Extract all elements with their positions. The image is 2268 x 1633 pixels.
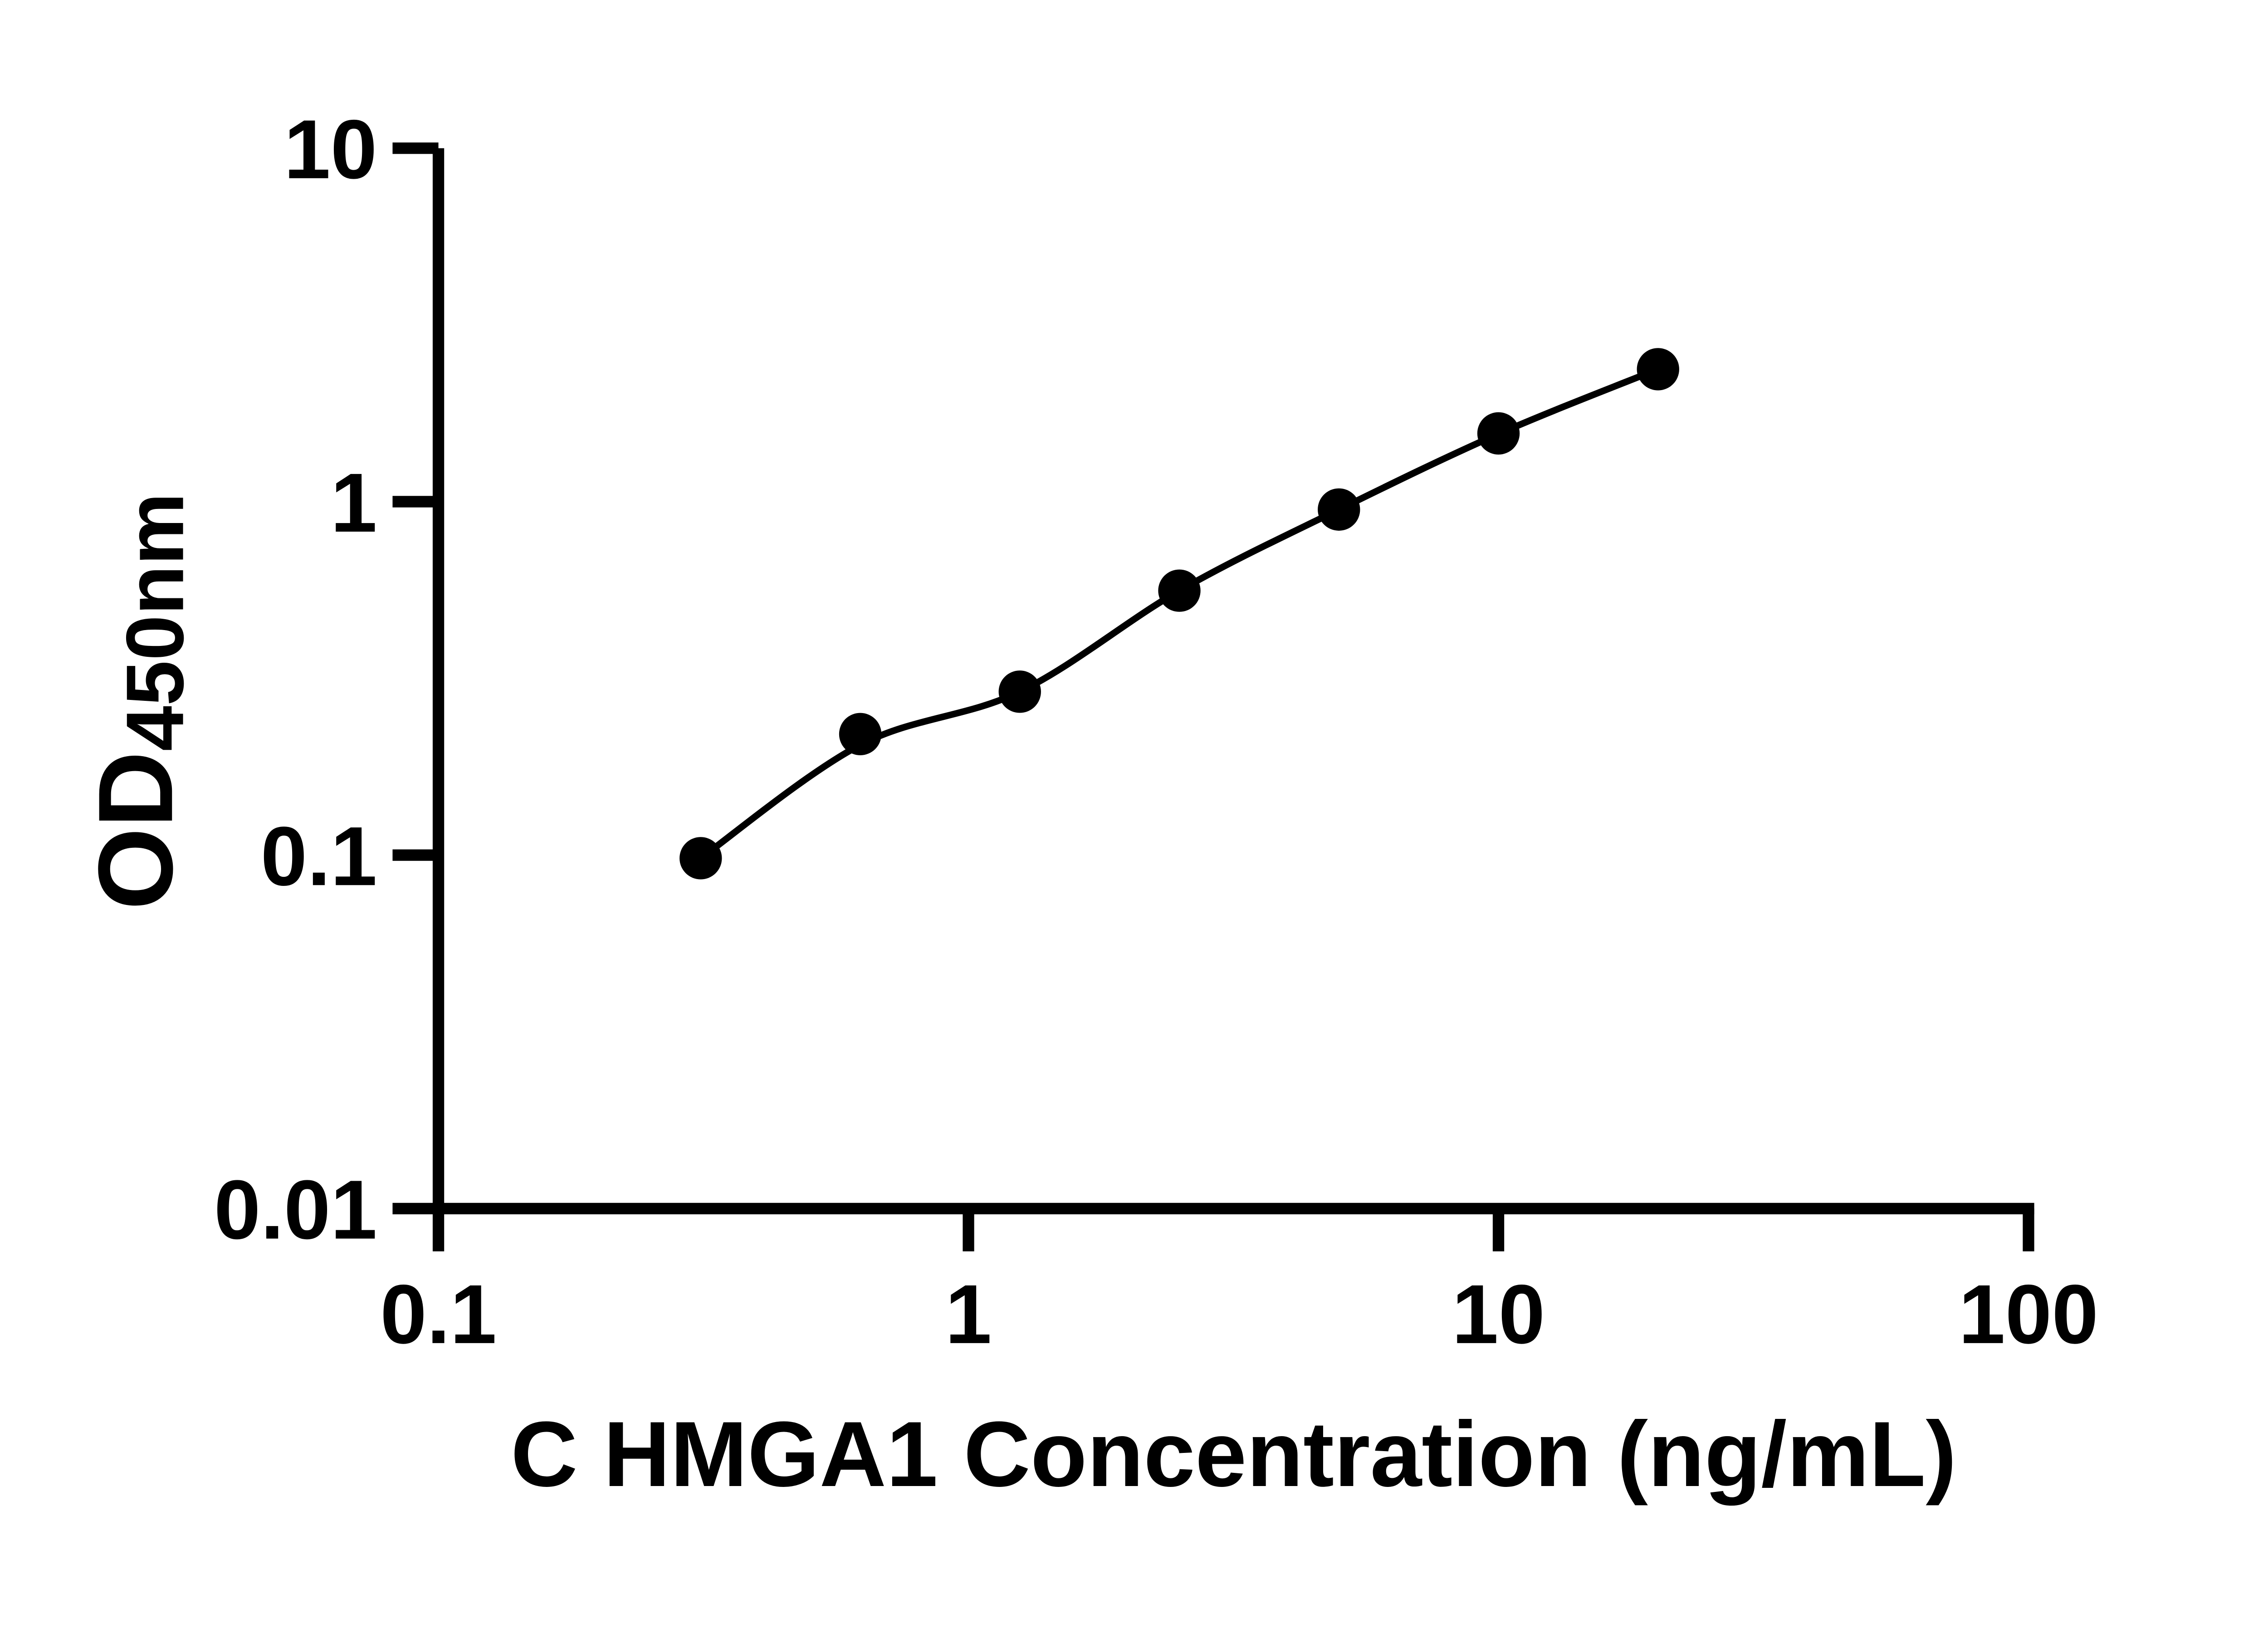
data-point-marker [998, 670, 1041, 713]
y-tick-label: 1 [331, 456, 377, 550]
data-points-layer [679, 348, 1679, 880]
axes [432, 148, 2034, 1214]
data-point-marker [1318, 488, 1360, 531]
data-point-marker [679, 837, 722, 880]
x-tick-label: 100 [1959, 1268, 2098, 1361]
data-point-marker [839, 713, 882, 755]
y-axis-title: OD450nm [77, 493, 200, 910]
y-axis-title-subscript: 450nm [110, 493, 201, 751]
x-tick-label: 1 [945, 1268, 992, 1361]
y-tick-label: 10 [284, 103, 377, 196]
y-axis-title-main: OD [77, 751, 195, 910]
data-point-marker [1477, 412, 1520, 455]
elisa-standard-curve-figure: 10 1 0.1 0.01 0.1 1 10 100 C HMGA1 Concentratio… [0, 0, 2268, 1588]
data-point-marker [1158, 569, 1201, 612]
x-tick-label: 0.1 [380, 1268, 497, 1361]
data-point-marker [1637, 348, 1679, 391]
x-axis-title: C HMGA1 Concentration (ng/mL) [511, 1403, 1956, 1506]
y-tick-label: 0.01 [214, 1163, 377, 1257]
x-tick-label: 10 [1452, 1268, 1545, 1361]
chart-background [0, 0, 2268, 1588]
tick-marks [392, 142, 2034, 1252]
y-tick-label: 0.1 [261, 810, 377, 903]
